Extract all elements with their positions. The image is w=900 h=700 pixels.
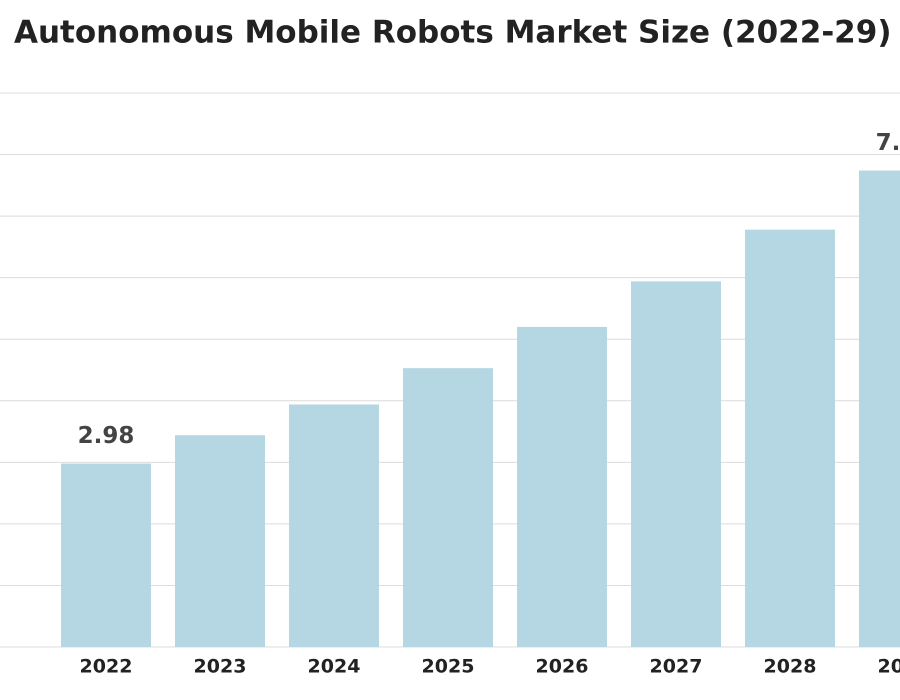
data-label: 7.74 — [876, 130, 900, 156]
x-tick-label: 2023 — [194, 656, 247, 678]
x-tick-label: 2025 — [422, 656, 475, 678]
x-tick-label: 2027 — [650, 656, 703, 678]
bar — [289, 404, 379, 647]
bar — [517, 326, 607, 647]
bar — [61, 463, 151, 647]
x-tick-label: 2026 — [536, 656, 589, 678]
chart-title: Autonomous Mobile Robots Market Size (20… — [14, 15, 892, 51]
bar — [403, 368, 493, 647]
bar — [859, 170, 900, 647]
x-tick-label: 2029 — [878, 656, 900, 678]
x-tick-label: 2024 — [308, 656, 361, 678]
bar — [631, 281, 721, 647]
data-label: 2.98 — [78, 423, 135, 449]
x-tick-label: 2028 — [764, 656, 817, 678]
bar — [745, 229, 835, 648]
x-tick-label: 2022 — [80, 656, 133, 678]
bar — [175, 435, 265, 647]
